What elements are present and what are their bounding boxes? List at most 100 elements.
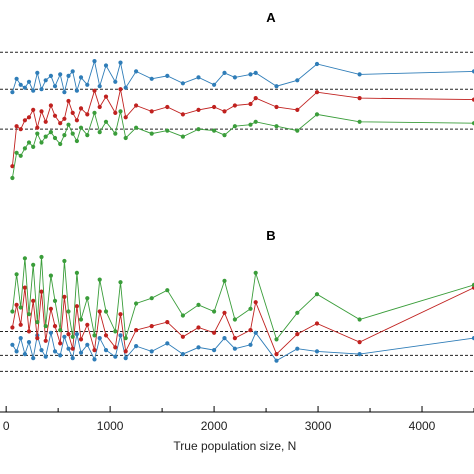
data-point [222,109,227,114]
data-point [35,336,40,341]
data-point [43,338,48,343]
series-green [10,254,474,342]
x-tick-label: 2000 [201,419,228,433]
data-point [22,285,27,290]
data-point [10,325,15,330]
series-blue [10,330,474,363]
data-point [248,72,253,77]
data-point [39,289,44,294]
data-point [22,352,27,357]
data-point [180,334,185,339]
data-point [66,122,71,127]
data-point [103,309,109,314]
data-point [31,88,36,93]
data-point [253,119,258,124]
data-point [134,69,139,74]
data-point [113,329,118,334]
data-point [274,352,279,357]
data-point [22,85,27,90]
data-point [58,353,63,358]
data-point [14,272,19,277]
data-point [118,109,123,114]
data-point [253,300,258,305]
data-point [92,357,97,362]
data-point [97,309,102,314]
data-point [70,131,75,136]
data-point [92,333,97,338]
data-point [113,354,118,359]
data-point [48,273,54,278]
data-point [18,153,23,158]
data-point [39,254,44,260]
data-point [113,345,118,350]
data-point [118,87,123,92]
data-point [253,70,258,75]
data-point [180,112,185,117]
data-point [92,88,97,93]
data-point [14,124,19,129]
data-point [103,94,109,99]
data-point [134,301,139,306]
data-point [74,270,79,275]
data-point [52,324,58,329]
data-point [85,82,90,87]
data-point [22,118,27,123]
data-point [43,324,48,329]
data-point [62,258,67,264]
series-green [10,109,474,181]
data-point [134,103,139,108]
data-point [196,127,201,132]
data-point [295,310,300,315]
data-point [58,121,63,126]
data-point [10,342,15,347]
data-point [18,305,23,310]
data-point [314,349,320,354]
data-point [149,296,154,301]
data-point [35,70,40,75]
data-point [357,72,362,77]
data-point [134,328,139,333]
data-point [52,135,58,141]
data-point [165,73,170,78]
data-point [212,330,217,335]
data-point [14,76,19,81]
data-point [92,348,97,353]
data-point [14,150,19,155]
data-point [222,310,227,315]
data-point [123,336,128,341]
x-tick-label: 1000 [97,419,124,433]
data-point [134,344,139,349]
data-point [180,313,185,318]
data-point [253,96,258,101]
data-point [212,128,217,133]
data-point [78,125,84,130]
data-point [58,341,63,346]
data-point [232,317,237,322]
data-point [22,146,27,151]
data-point [196,107,201,112]
data-point [196,75,201,80]
data-point [26,340,32,345]
data-point [48,103,54,108]
data-point [52,113,58,118]
data-point [314,321,320,326]
data-point [52,84,58,89]
data-point [78,317,84,322]
series-blue [10,59,474,95]
data-point [103,119,109,124]
data-point [274,104,279,110]
data-point [118,312,123,317]
data-point [165,104,170,110]
data-point [22,256,27,261]
data-point [134,125,139,130]
data-point [74,332,79,337]
data-point [314,61,320,67]
data-point [26,79,32,84]
data-point [118,333,123,338]
data-point [26,329,32,334]
data-point [97,84,102,89]
x-axis-title: True population size, N [173,439,296,453]
data-point [10,90,15,95]
data-point [118,60,123,65]
data-point [70,110,75,115]
